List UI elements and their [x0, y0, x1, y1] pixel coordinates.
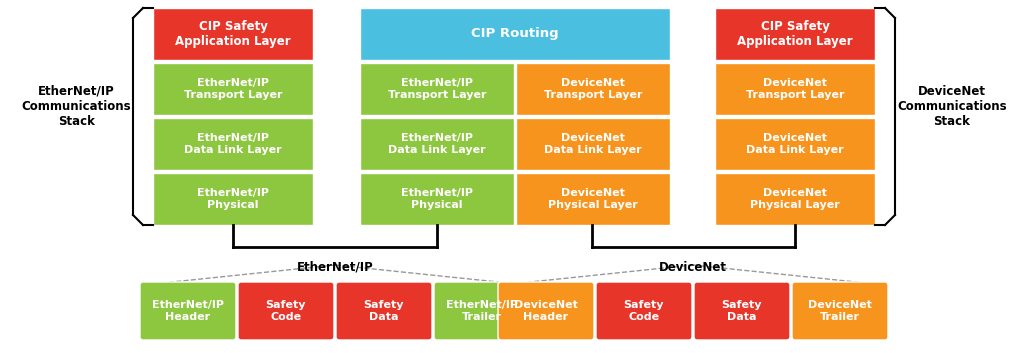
Text: DeviceNet: DeviceNet	[659, 261, 727, 274]
FancyBboxPatch shape	[140, 282, 236, 340]
Text: CIP Safety
Application Layer: CIP Safety Application Layer	[175, 20, 291, 48]
FancyBboxPatch shape	[153, 63, 313, 115]
FancyBboxPatch shape	[434, 282, 530, 340]
FancyBboxPatch shape	[694, 282, 790, 340]
FancyBboxPatch shape	[238, 282, 334, 340]
FancyBboxPatch shape	[715, 8, 874, 60]
Text: EtherNet/IP
Communications
Stack: EtherNet/IP Communications Stack	[22, 85, 131, 128]
FancyBboxPatch shape	[516, 118, 670, 170]
Text: EtherNet/IP
Transport Layer: EtherNet/IP Transport Layer	[388, 78, 486, 100]
FancyBboxPatch shape	[153, 118, 313, 170]
Text: Safety
Data: Safety Data	[722, 300, 762, 322]
FancyBboxPatch shape	[153, 173, 313, 225]
Text: EtherNet/IP
Data Link Layer: EtherNet/IP Data Link Layer	[388, 133, 485, 155]
Text: EtherNet/IP
Header: EtherNet/IP Header	[152, 300, 224, 322]
FancyBboxPatch shape	[336, 282, 432, 340]
Text: Safety
Data: Safety Data	[364, 300, 404, 322]
Text: DeviceNet
Header: DeviceNet Header	[514, 300, 578, 322]
Text: DeviceNet
Physical Layer: DeviceNet Physical Layer	[751, 188, 840, 210]
FancyBboxPatch shape	[596, 282, 692, 340]
FancyBboxPatch shape	[360, 8, 670, 60]
Text: DeviceNet
Trailer: DeviceNet Trailer	[808, 300, 872, 322]
Text: DeviceNet
Transport Layer: DeviceNet Transport Layer	[745, 78, 844, 100]
Text: EtherNet/IP
Physical: EtherNet/IP Physical	[197, 188, 269, 210]
FancyBboxPatch shape	[516, 63, 670, 115]
Text: DeviceNet
Data Link Layer: DeviceNet Data Link Layer	[746, 133, 844, 155]
FancyBboxPatch shape	[715, 173, 874, 225]
FancyBboxPatch shape	[792, 282, 888, 340]
Text: DeviceNet
Data Link Layer: DeviceNet Data Link Layer	[544, 133, 642, 155]
Text: EtherNet/IP
Trailer: EtherNet/IP Trailer	[446, 300, 518, 322]
Text: CIP Safety
Application Layer: CIP Safety Application Layer	[737, 20, 853, 48]
Text: CIP Routing: CIP Routing	[471, 28, 559, 41]
FancyBboxPatch shape	[498, 282, 594, 340]
FancyBboxPatch shape	[360, 173, 514, 225]
FancyBboxPatch shape	[715, 63, 874, 115]
Text: EtherNet/IP
Physical: EtherNet/IP Physical	[401, 188, 473, 210]
Text: Safety
Code: Safety Code	[624, 300, 665, 322]
Text: Safety
Code: Safety Code	[266, 300, 306, 322]
Text: EtherNet/IP
Transport Layer: EtherNet/IP Transport Layer	[183, 78, 283, 100]
FancyBboxPatch shape	[360, 118, 514, 170]
Text: EtherNet/IP: EtherNet/IP	[297, 261, 374, 274]
Text: DeviceNet
Communications
Stack: DeviceNet Communications Stack	[897, 85, 1007, 128]
FancyBboxPatch shape	[715, 118, 874, 170]
FancyBboxPatch shape	[360, 63, 514, 115]
FancyBboxPatch shape	[153, 8, 313, 60]
Text: DeviceNet
Physical Layer: DeviceNet Physical Layer	[548, 188, 638, 210]
Text: DeviceNet
Transport Layer: DeviceNet Transport Layer	[544, 78, 642, 100]
FancyBboxPatch shape	[516, 173, 670, 225]
Text: EtherNet/IP
Data Link Layer: EtherNet/IP Data Link Layer	[184, 133, 282, 155]
